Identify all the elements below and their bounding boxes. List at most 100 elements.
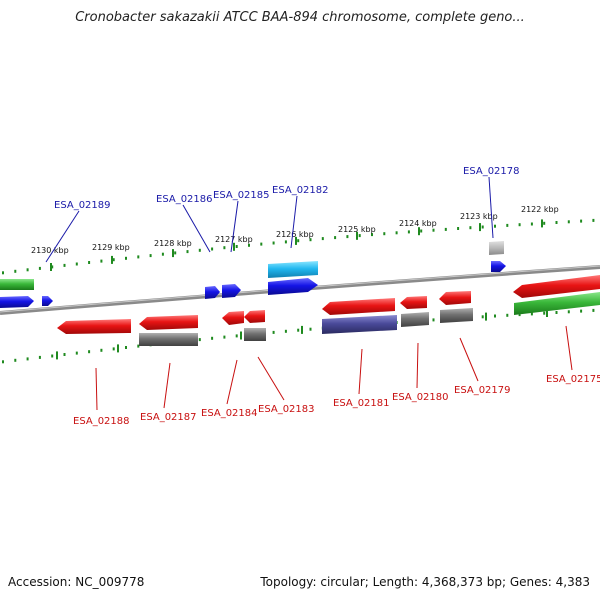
scale-minor-tick <box>420 229 423 233</box>
scale-tick-label: 2128 kbp <box>154 239 192 248</box>
scale-minor-tick <box>481 225 484 229</box>
scale-major-tick <box>172 249 174 258</box>
scale-minor-tick <box>506 313 509 317</box>
accession-value: NC_009778 <box>75 575 145 589</box>
gene-feature[interactable] <box>322 298 395 315</box>
gene-feature[interactable] <box>0 279 34 290</box>
scale-minor-tick <box>26 268 29 272</box>
scale-major-tick <box>541 219 543 228</box>
scale-minor-tick <box>321 237 324 241</box>
gene-feature[interactable] <box>439 291 471 305</box>
scale-minor-tick <box>112 347 115 351</box>
scale-minor-tick <box>14 269 17 273</box>
gene-label[interactable]: ESA_02180 <box>392 392 449 403</box>
scale-minor-tick <box>198 248 201 252</box>
scale-minor-tick <box>100 259 103 263</box>
gene-label[interactable]: ESA_02185 <box>213 190 270 201</box>
gene-label[interactable]: ESA_02189 <box>54 200 111 211</box>
scale-major-tick <box>233 242 235 251</box>
scale-major-tick <box>56 351 58 360</box>
scale-minor-tick <box>63 263 66 267</box>
gene-feature[interactable] <box>401 312 429 327</box>
gene-feature[interactable] <box>57 319 131 334</box>
scale-minor-tick <box>149 254 152 258</box>
scale-major-tick <box>50 263 52 271</box>
scale-major-tick <box>117 344 119 353</box>
top-gene-labels: ESA_02189 ESA_02186 ESA_02185 ESA_02182 … <box>54 166 520 211</box>
gene-label[interactable]: ESA_02187 <box>140 412 197 423</box>
scale-minor-tick <box>137 255 140 259</box>
gene-label[interactable]: ESA_02182 <box>272 185 329 196</box>
gene-feature[interactable] <box>139 333 198 346</box>
gene-feature[interactable] <box>491 261 506 272</box>
scale-minor-tick <box>383 232 386 236</box>
gene-feature[interactable] <box>0 296 34 308</box>
gene-feature[interactable] <box>222 311 244 325</box>
scale-minor-tick <box>211 336 214 340</box>
gene-label[interactable]: ESA_02188 <box>73 416 130 427</box>
scale-minor-tick <box>395 231 398 235</box>
gene-feature[interactable] <box>489 241 504 255</box>
scale-minor-tick <box>444 227 447 231</box>
scale-major-tick <box>479 223 481 232</box>
scale-minor-tick <box>137 344 140 348</box>
scale-minor-tick <box>518 223 521 227</box>
accession-label: Accession: <box>8 575 72 589</box>
gene-feature[interactable] <box>440 308 473 323</box>
gene-feature[interactable] <box>268 278 318 295</box>
gene-feature[interactable] <box>244 328 266 341</box>
gene-label[interactable]: ESA_02183 <box>258 404 315 415</box>
gene-label[interactable]: ESA_02179 <box>454 385 511 396</box>
scale-minor-tick <box>51 265 54 269</box>
scale-minor-tick <box>174 251 177 255</box>
scale-minor-tick <box>555 311 558 314</box>
gene-label[interactable]: ESA_02181 <box>333 398 390 409</box>
topology-summary: Topology: circular; Length: 4,368,373 bp… <box>260 575 590 589</box>
scale-minor-tick <box>235 334 238 338</box>
minus-strand-features <box>57 275 600 346</box>
gene-label[interactable]: ESA_02178 <box>463 166 520 177</box>
scale-minor-tick <box>432 318 435 322</box>
accession-info: Accession: NC_009778 <box>8 575 144 589</box>
scale-minor-tick <box>125 256 127 260</box>
gene-feature[interactable] <box>205 286 220 299</box>
scale-minor-tick <box>580 219 583 223</box>
scale-minor-tick <box>457 227 460 230</box>
scale-minor-tick <box>358 234 361 238</box>
scale-major-tick <box>111 255 113 264</box>
gene-feature[interactable] <box>244 310 265 323</box>
gene-feature[interactable] <box>139 315 198 330</box>
scale-minor-tick <box>580 309 583 313</box>
bottom-gene-labels: ESA_02188 ESA_02187 ESA_02184 ESA_02183 … <box>73 374 600 427</box>
gene-label[interactable]: ESA_02184 <box>201 408 258 419</box>
map-title: Cronobacter sakazakii ATCC BAA-894 chrom… <box>75 10 525 25</box>
scale-minor-tick <box>506 223 509 227</box>
scale-minor-tick <box>592 218 595 222</box>
gene-feature[interactable] <box>400 296 427 309</box>
scale-minor-tick <box>543 221 546 225</box>
scale-minor-tick <box>198 338 201 342</box>
gene-feature[interactable] <box>268 261 318 278</box>
scale-minor-tick <box>297 239 300 243</box>
scale-minor-tick <box>75 351 78 355</box>
gene-feature[interactable] <box>322 315 397 334</box>
scale-minor-tick <box>260 242 263 246</box>
scale-minor-tick <box>38 355 41 359</box>
scale-tick-label: 2126 kbp <box>276 230 314 239</box>
leader-lines <box>45 176 573 411</box>
scale-tick-label: 2124 kbp <box>399 219 437 228</box>
scale-tick-label: 2127 kbp <box>215 235 253 244</box>
scale-minor-tick <box>407 230 410 234</box>
gene-feature[interactable] <box>222 284 241 298</box>
gene-feature[interactable] <box>514 292 600 315</box>
gene-label[interactable]: ESA_02186 <box>156 194 213 205</box>
scale-tick-label: 2122 kbp <box>521 205 559 214</box>
gene-feature[interactable] <box>42 296 53 306</box>
gene-feature[interactable] <box>513 275 600 298</box>
scale-minor-tick <box>112 258 115 262</box>
scale-minor-tick <box>284 329 287 333</box>
gene-label[interactable]: ESA_02175 <box>546 374 600 385</box>
scale-minor-tick <box>2 360 4 364</box>
scale-minor-tick <box>494 224 496 228</box>
